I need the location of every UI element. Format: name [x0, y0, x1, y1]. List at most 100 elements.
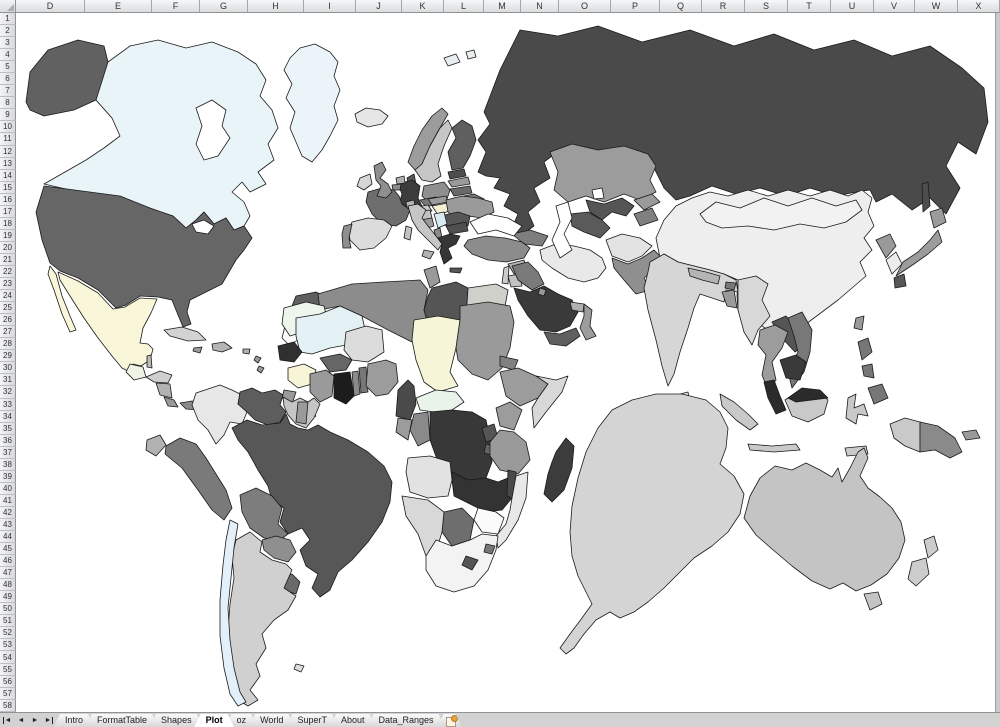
map-region-chile[interactable]: [219, 519, 247, 707]
map-region-peru[interactable]: [164, 437, 233, 521]
row-header-50[interactable]: 50: [0, 603, 16, 616]
row-header-49[interactable]: 49: [0, 591, 16, 604]
map-region-sardinia[interactable]: [403, 225, 413, 241]
column-header-V[interactable]: V: [874, 0, 915, 13]
map-region-eritrea[interactable]: [499, 355, 519, 371]
column-header-Q[interactable]: Q: [660, 0, 702, 13]
row-header-58[interactable]: 58: [0, 699, 16, 712]
map-region-tajikistan[interactable]: [633, 207, 659, 227]
row-header-9[interactable]: 9: [0, 109, 16, 122]
map-region-suriname[interactable]: [295, 401, 309, 425]
column-header-N[interactable]: N: [521, 0, 559, 13]
row-header-11[interactable]: 11: [0, 133, 16, 146]
map-region-iran[interactable]: [539, 243, 607, 283]
map-region-uk[interactable]: [373, 161, 393, 199]
map-region-cameroon[interactable]: [395, 379, 417, 421]
map-region-north-korea[interactable]: [875, 233, 897, 259]
row-header-27[interactable]: 27: [0, 326, 16, 339]
map-region-swaziland[interactable]: [483, 543, 496, 555]
column-header-P[interactable]: P: [611, 0, 660, 13]
map-region-philippines[interactable]: [857, 337, 889, 405]
map-region-latvia[interactable]: [447, 176, 471, 188]
row-header-54[interactable]: 54: [0, 651, 16, 664]
row-header-36[interactable]: 36: [0, 434, 16, 447]
map-region-niger[interactable]: [343, 325, 385, 363]
select-all-corner[interactable]: [0, 0, 16, 13]
world-map-chart[interactable]: [16, 13, 1000, 712]
column-header-F[interactable]: F: [152, 0, 200, 13]
map-region-serbia[interactable]: [433, 211, 448, 229]
map-region-costa-rica[interactable]: [163, 396, 179, 408]
column-header-X[interactable]: X: [958, 0, 1000, 13]
row-header-41[interactable]: 41: [0, 494, 16, 507]
row-header-28[interactable]: 28: [0, 338, 16, 351]
map-region-spain[interactable]: [347, 217, 393, 251]
row-header-16[interactable]: 16: [0, 193, 16, 206]
row-header-7[interactable]: 7: [0, 85, 16, 98]
column-header-T[interactable]: T: [788, 0, 831, 13]
map-region-south-africa[interactable]: [425, 533, 499, 593]
row-header-48[interactable]: 48: [0, 579, 16, 592]
row-header-26[interactable]: 26: [0, 314, 16, 327]
column-header-D[interactable]: D: [16, 0, 85, 13]
map-region-nepal[interactable]: [687, 267, 721, 285]
column-header-E[interactable]: E: [85, 0, 152, 13]
map-region-thailand[interactable]: [757, 324, 789, 391]
map-region-japan-south[interactable]: [893, 273, 907, 289]
map-region-lithuania[interactable]: [449, 185, 473, 197]
row-header-56[interactable]: 56: [0, 675, 16, 688]
sheet-tab-About[interactable]: About: [329, 714, 377, 727]
row-header-21[interactable]: 21: [0, 253, 16, 266]
row-header-34[interactable]: 34: [0, 410, 16, 423]
map-region-puerto-rico[interactable]: [242, 348, 251, 355]
row-header-35[interactable]: 35: [0, 422, 16, 435]
map-region-taiwan[interactable]: [853, 315, 865, 331]
map-region-nigeria[interactable]: [365, 359, 399, 397]
row-header-53[interactable]: 53: [0, 639, 16, 652]
map-region-gabon[interactable]: [395, 417, 413, 441]
map-region-kyrgyzstan[interactable]: [633, 193, 661, 211]
map-region-oman[interactable]: [579, 303, 597, 341]
map-region-mexico[interactable]: [47, 265, 158, 373]
row-header-8[interactable]: 8: [0, 97, 16, 110]
row-header-40[interactable]: 40: [0, 482, 16, 495]
row-header-19[interactable]: 19: [0, 229, 16, 242]
map-region-belize[interactable]: [146, 354, 153, 369]
map-region-jamaica[interactable]: [192, 346, 203, 354]
sheet-tab-Shapes[interactable]: Shapes: [149, 714, 204, 727]
column-header-K[interactable]: K: [402, 0, 444, 13]
map-region-colombia[interactable]: [191, 384, 248, 445]
map-region-ghana[interactable]: [333, 371, 355, 405]
map-region-portugal[interactable]: [341, 223, 353, 249]
map-region-burkina-faso[interactable]: [319, 353, 353, 373]
map-region-italy[interactable]: [407, 203, 443, 251]
column-header-W[interactable]: W: [915, 0, 958, 13]
map-region-senegal[interactable]: [277, 341, 303, 363]
map-region-ireland[interactable]: [356, 173, 373, 191]
sheet-tab-SuperT[interactable]: SuperT: [285, 714, 339, 727]
first-sheet-button[interactable]: ◄: [0, 714, 14, 727]
column-header-H[interactable]: H: [248, 0, 304, 13]
map-region-iraq[interactable]: [511, 261, 545, 291]
map-region-greece[interactable]: [437, 233, 461, 265]
column-header-M[interactable]: M: [484, 0, 521, 13]
map-region-sudan[interactable]: [455, 301, 515, 381]
row-header-3[interactable]: 3: [0, 37, 16, 50]
row-header-43[interactable]: 43: [0, 518, 16, 532]
column-header-R[interactable]: R: [702, 0, 745, 13]
sheet-tab-Intro[interactable]: Intro: [53, 714, 95, 727]
map-region-central-african-republic[interactable]: [415, 389, 465, 413]
row-header-33[interactable]: 33: [0, 398, 16, 411]
map-region-saudi-arabia[interactable]: [513, 285, 579, 333]
map-region-new-zealand[interactable]: [907, 535, 939, 587]
column-header-S[interactable]: S: [745, 0, 788, 13]
row-header-39[interactable]: 39: [0, 470, 16, 483]
map-region-kuwait[interactable]: [537, 287, 547, 297]
row-header-1[interactable]: 1: [0, 13, 16, 26]
map-region-myanmar[interactable]: [737, 275, 771, 346]
map-region-hispaniola[interactable]: [211, 341, 233, 353]
map-region-west-papua[interactable]: [889, 417, 921, 453]
next-sheet-button[interactable]: ►: [28, 714, 42, 727]
map-region-uzbekistan[interactable]: [585, 197, 635, 221]
map-region-netherlands[interactable]: [395, 175, 406, 185]
